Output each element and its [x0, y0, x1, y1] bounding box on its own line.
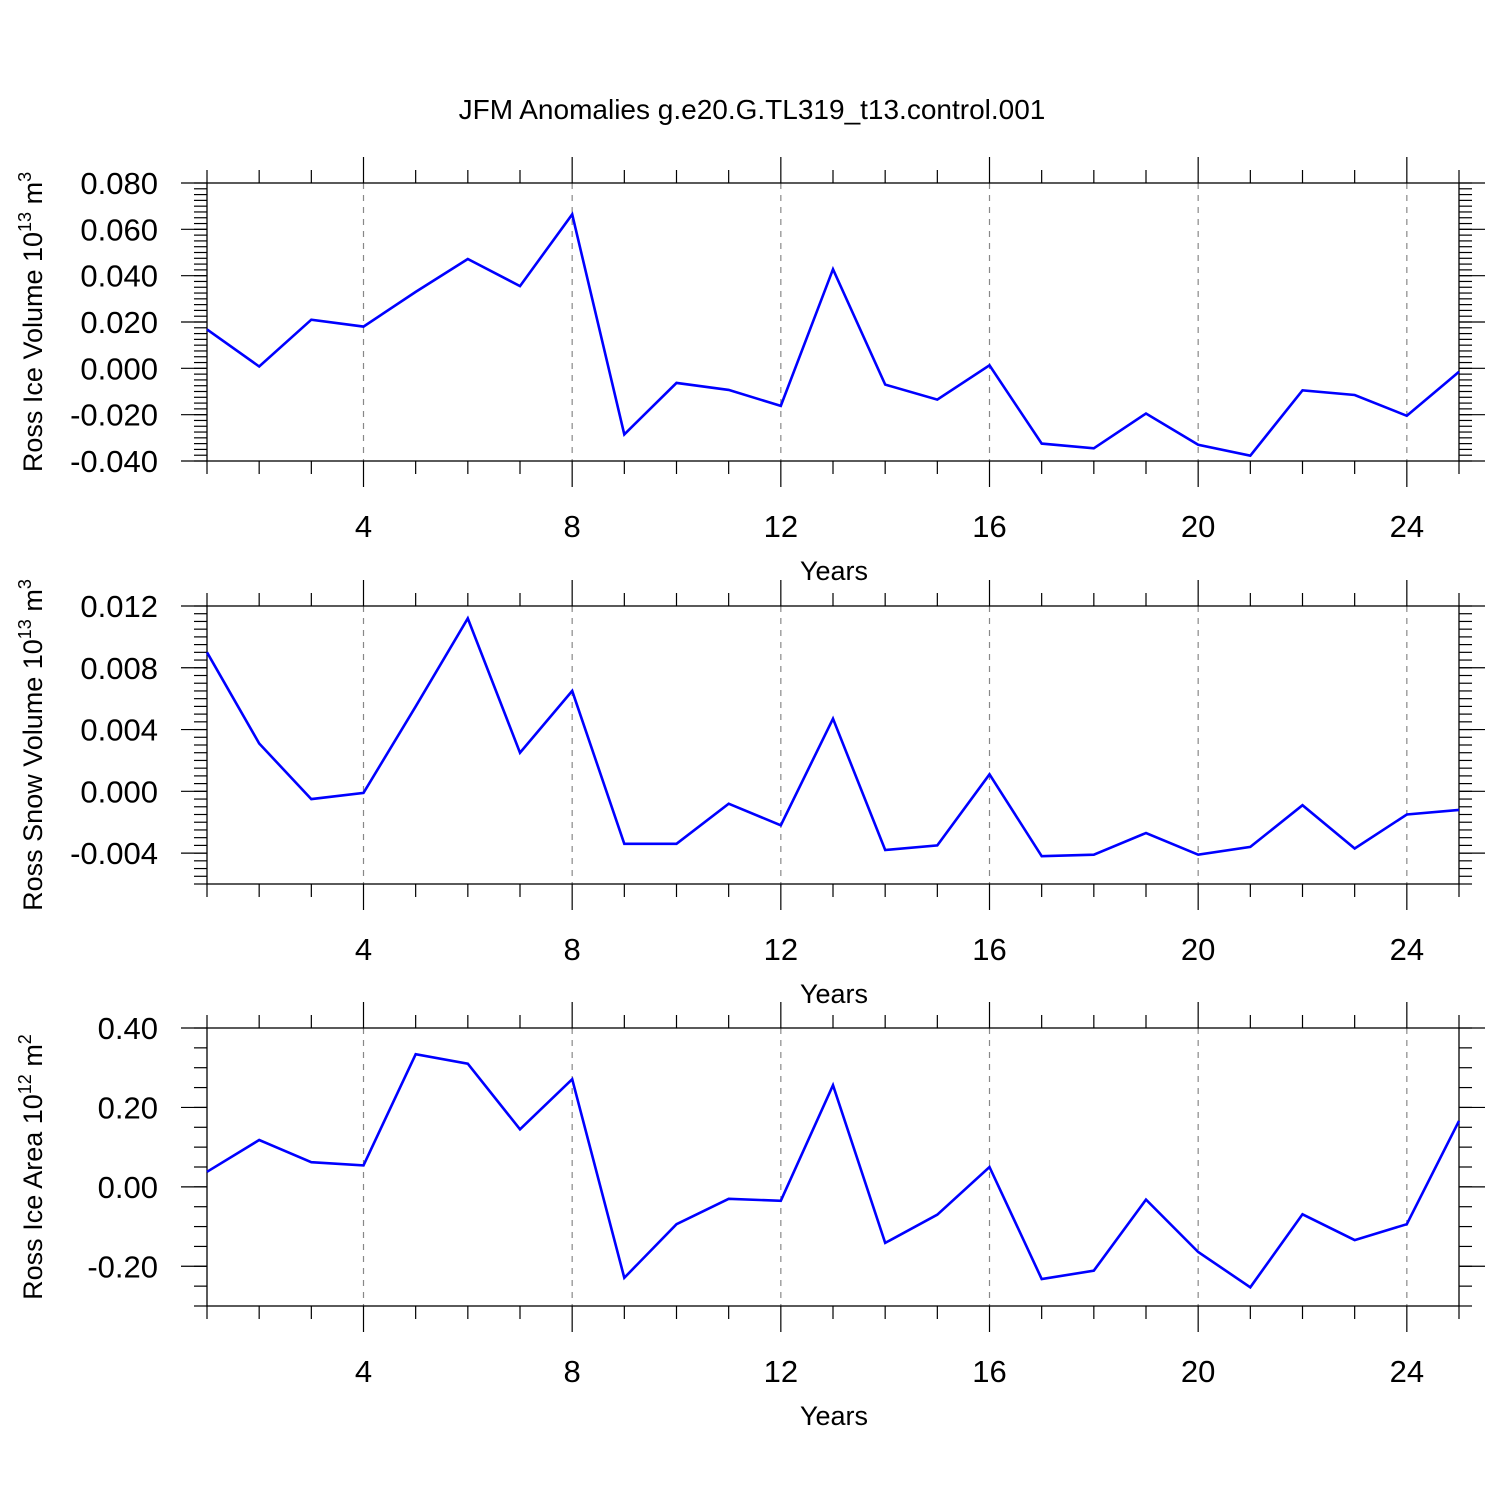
x-tick-label: 16: [972, 1354, 1006, 1389]
x-axis-title: Years: [800, 556, 868, 586]
y-tick-label: 0.080: [80, 166, 158, 201]
y-tick-label: 0.008: [80, 651, 158, 686]
y-axis-title: Ross Ice Volume 1013 m3: [15, 172, 48, 472]
panel-3: -0.20 0.00 0.20 0.40 4 8 12 16 20 24 Years Ross Ice…: [15, 1002, 1485, 1431]
y-tick-label: 0.000: [80, 351, 158, 386]
x-tick-label: 12: [764, 509, 798, 544]
x-axis-title: Years: [800, 1401, 868, 1431]
y-tick-label: -0.020: [70, 398, 158, 433]
x-tick-label: 20: [1181, 509, 1215, 544]
y-axis-title-ylabel-unit-sup: 3: [15, 579, 35, 589]
y-axis-title-ylabel-main: Ross Snow Volume 10: [18, 639, 48, 911]
x-tick-label: 8: [564, 1354, 581, 1389]
y-tick-label: 0.00: [98, 1170, 158, 1205]
y-axis-title-ylabel-sup: 13: [15, 619, 35, 639]
y-axis-title-ylabel-unit-sup: 3: [15, 172, 35, 182]
y-tick-label: 0.012: [80, 589, 158, 624]
panels: -0.040 -0.020 0.000 0.020 0.040 0.060 0.080 4 8 1…: [15, 157, 1485, 1431]
x-tick-label: 20: [1181, 932, 1215, 967]
y-axis-title-ylabel-unit: m: [18, 589, 48, 619]
y-tick-label: -0.004: [70, 836, 158, 871]
chart-title: JFM Anomalies g.e20.G.TL319_t13.control.…: [459, 94, 1046, 125]
x-tick-label: 24: [1390, 509, 1424, 544]
y-tick-label: 0.40: [98, 1011, 158, 1046]
x-tick-label: 4: [355, 1354, 372, 1389]
y-tick-label: 0.040: [80, 259, 158, 294]
x-tick-label: 24: [1390, 1354, 1424, 1389]
x-tick-label: 8: [564, 932, 581, 967]
y-tick-label: 0.060: [80, 212, 158, 247]
y-axis-title-ylabel-main: Ross Ice Volume 10: [18, 232, 48, 472]
y-axis-title-ylabel-main: Ross Ice Area 10: [18, 1094, 48, 1300]
x-tick-label: 4: [355, 509, 372, 544]
plot-frame: [206, 182, 1460, 462]
y-tick-label: -0.20: [87, 1249, 158, 1284]
y-tick-label: 0.004: [80, 713, 158, 748]
x-tick-label: 20: [1181, 1354, 1215, 1389]
y-axis-title-ylabel-unit: m: [18, 182, 48, 212]
y-axis-title-ylabel-sup: 12: [15, 1074, 35, 1094]
series-line: [206, 1052, 1461, 1290]
x-tick-label: 8: [564, 509, 581, 544]
x-tick-label: 16: [972, 932, 1006, 967]
plot-frame: [206, 605, 1460, 885]
y-axis-title: Ross Snow Volume 1013 m3: [15, 579, 48, 911]
y-axis-title-ylabel-unit-sup: 2: [15, 1034, 35, 1044]
panel-1: -0.040 -0.020 0.000 0.020 0.040 0.060 0.080 4 8 1…: [15, 157, 1485, 586]
x-tick-label: 4: [355, 932, 372, 967]
panel-2: -0.004 0.000 0.004 0.008 0.012 4 8 12 16 20 24 Year…: [15, 579, 1485, 1009]
y-axis-title: Ross Ice Area 1012 m2: [15, 1034, 48, 1300]
y-axis-title-ylabel-unit: m: [18, 1044, 48, 1074]
y-tick-label: 0.20: [98, 1090, 158, 1125]
x-tick-label: 16: [972, 509, 1006, 544]
x-tick-label: 12: [764, 1354, 798, 1389]
y-tick-label: 0.000: [80, 774, 158, 809]
y-tick-label: -0.040: [70, 444, 158, 479]
plot-frame: [206, 1027, 1460, 1307]
y-tick-label: 0.020: [80, 305, 158, 340]
x-tick-label: 12: [764, 932, 798, 967]
series-line: [206, 211, 1460, 458]
x-tick-label: 24: [1390, 932, 1424, 967]
y-axis-title-ylabel-sup: 13: [15, 212, 35, 232]
series-line: [205, 615, 1460, 858]
x-axis-title: Years: [800, 979, 868, 1009]
